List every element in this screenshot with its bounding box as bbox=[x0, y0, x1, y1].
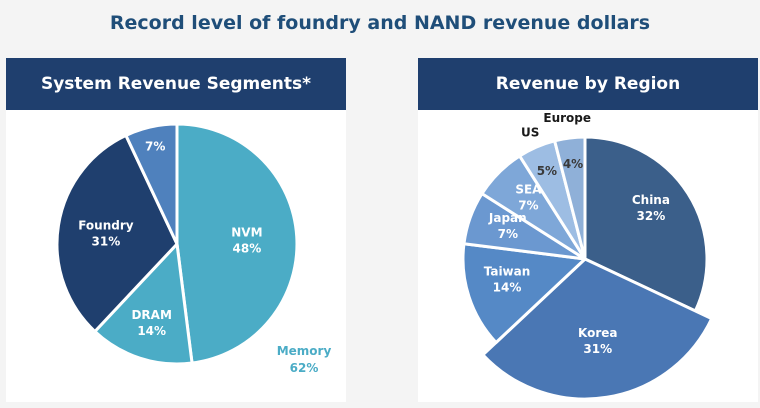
slice-label-japan: Japan bbox=[488, 211, 527, 225]
slice-value-us: 5% bbox=[537, 164, 557, 178]
slice-label-taiwan: Taiwan bbox=[484, 264, 531, 278]
pie-slice-europe bbox=[553, 135, 587, 261]
segments-title: System Revenue Segments* bbox=[6, 58, 346, 110]
pie-slice-logic-other bbox=[124, 122, 179, 246]
pie-slice-taiwan bbox=[461, 242, 587, 345]
region-pie-chart: China32%Korea31%Taiwan14%Japan7%SEA7%US5… bbox=[461, 111, 714, 401]
slice-value-sea: 7% bbox=[518, 198, 538, 212]
memory-label: Memory bbox=[277, 344, 332, 358]
segments-panel: System Revenue Segments* NVM 48% DRAM 14% Fo… bbox=[6, 58, 346, 402]
slice-label-europe: Europe bbox=[543, 111, 591, 125]
page-title: Record level of foundry and NAND revenue… bbox=[109, 12, 651, 34]
slice-label-china: China bbox=[632, 193, 670, 207]
segments-pie-chart: NVM48%DRAM14%Foundry31%Logic/Other7%Memo… bbox=[55, 122, 332, 375]
pie-slice-china bbox=[583, 135, 709, 313]
region-panel: Revenue by Region China 32% Korea 31% Taiwan… bbox=[418, 58, 758, 402]
pie-slice-foundry bbox=[55, 133, 179, 333]
pie-slice-nvm bbox=[175, 122, 299, 365]
slice-label-sea: SEA bbox=[515, 182, 542, 196]
slice-value-china: 32% bbox=[637, 209, 666, 223]
slice-value-logic-other: 7% bbox=[145, 139, 165, 153]
slice-label-us: US bbox=[521, 125, 539, 139]
slice-label-foundry: Foundry bbox=[78, 219, 134, 233]
memory-value: 62% bbox=[290, 361, 319, 375]
slice-value-foundry: 31% bbox=[92, 235, 121, 249]
pie-slice-korea bbox=[481, 257, 714, 401]
slice-value-europe: 4% bbox=[563, 157, 583, 171]
region-title: Revenue by Region bbox=[418, 58, 758, 110]
slice-value-nvm: 48% bbox=[233, 242, 262, 256]
slice-label-korea: Korea bbox=[578, 326, 618, 340]
slice-value-taiwan: 14% bbox=[493, 280, 522, 294]
slice-value-japan: 7% bbox=[498, 227, 518, 241]
slice-value-korea: 31% bbox=[583, 342, 612, 356]
slice-label-nvm: NVM bbox=[231, 226, 262, 240]
slice-label-dram: DRAM bbox=[131, 308, 171, 322]
slice-value-dram: 14% bbox=[137, 324, 166, 338]
pie-slice-dram bbox=[93, 242, 194, 366]
